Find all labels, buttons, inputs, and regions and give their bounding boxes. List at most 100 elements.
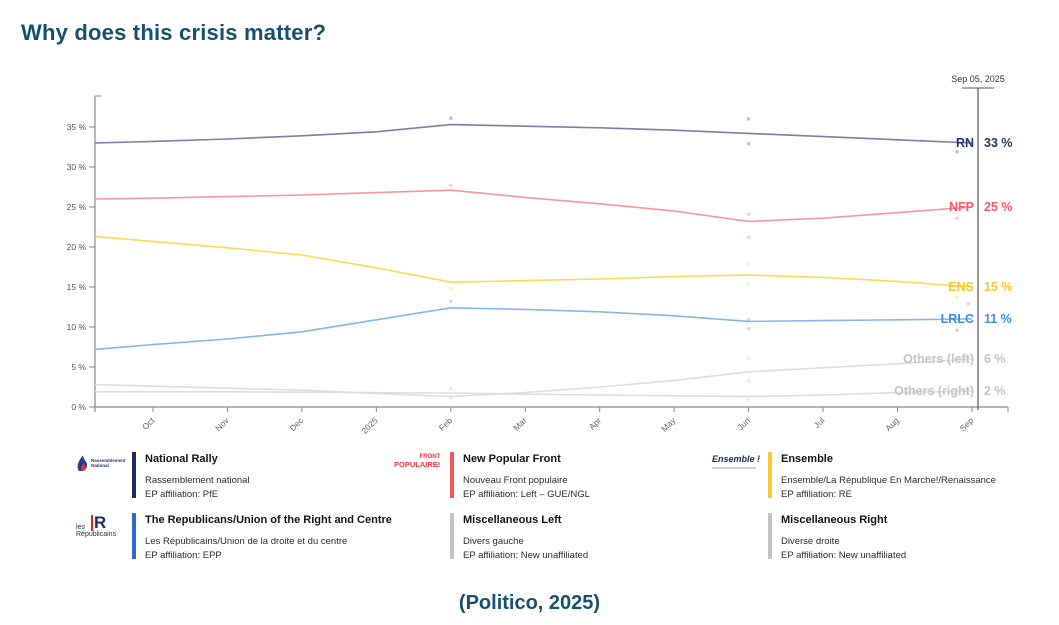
legend-subtitle: Les Républicains/Union de la droite et d… [145,536,348,547]
legend-title: The Republicans/Union of the Right and C… [145,514,392,526]
lr-logo-les: les [76,524,85,531]
series-label-ENS: ENS [948,280,974,294]
ensemble-logo-subline [712,467,756,469]
poll-dot [955,295,959,300]
series-value-LRLC: 11 % [984,312,1012,326]
legend-subtitle: Ensemble/La République En Marche!/Renais… [781,475,996,486]
legend-item-republicans: les R Républicains The Republicans/Union… [76,513,394,565]
x-tick-label: Oct [140,415,157,432]
lr-logo-r: R [91,514,109,531]
legend-subtitle: Rassemblement national [145,475,250,486]
poll-dot [449,183,453,188]
rn-party-logo: Rassemblement National [76,454,126,472]
poll-dot [746,378,751,383]
legend-subtitle: Diverse droite [781,536,840,547]
y-tick-label: 25 % [67,202,87,212]
x-tick-label: Dec [288,415,306,433]
ensemble-logo-text: Ensemble ! [712,454,761,464]
y-tick-label: 30 % [67,162,87,172]
poll-dot [746,212,751,216]
legend-title: Miscellaneous Right [781,514,888,526]
nfp-logo-text-line1: FRONT [419,454,441,460]
poll-of-polls-chart: 0 % 5 % 10 % 15 % 20 % 25 % 30 % 35 % Oct Nov Dec 2… [67,74,1013,436]
source-caption: (Politico, 2025) [458,592,601,614]
legend-affiliation: EP affiliation: RE [781,489,852,500]
x-tick-label: Feb [437,415,455,433]
x-tick-label: Mar [511,415,529,433]
series-label-Others (left): Others (left) [903,352,974,366]
x-tick-label: Nov [213,415,231,433]
date-marker-label: Sep 05, 2025 [951,74,1005,84]
poll-dot [746,235,751,240]
poll-dot [955,150,959,154]
legend-affiliation: EP affiliation: EPP [145,550,222,561]
series-label-NFP: NFP [949,200,974,214]
poll-dot [746,282,751,286]
legend-item-new-popular-front: FRONT POPULAIRE! New Popular Front Nouve… [394,452,712,504]
legend-color-bar-misc-left [450,513,454,559]
legend-color-bar-nfp [450,452,454,498]
x-tick-label: Jun [735,415,752,432]
series-value-ENS: 15 % [984,280,1013,294]
nfp-party-logo: FRONT POPULAIRE! [394,454,446,468]
legend-color-bar-misc-right [768,513,772,559]
legend-subtitle: Divers gauche [463,536,524,547]
legend-item-national-rally: Rassemblement National National Rally Ra… [76,452,394,504]
poll-dot [449,299,453,304]
x-tick-label: Apr [587,415,604,432]
trend-line-RN [94,123,973,144]
x-tick-label: Aug [883,415,901,433]
series-value-Others (left): 6 % [984,352,1006,366]
poll-dot [955,328,959,333]
y-tick-label: 10 % [67,322,87,332]
trend-line-ENS [94,235,973,288]
legend-affiliation: EP affiliation: PfE [145,489,219,500]
legend-title: Miscellaneous Left [463,514,562,526]
x-tick-label: May [659,415,678,434]
poll-dot [746,262,751,266]
legend-title: Ensemble [781,453,833,465]
poll-dot [746,398,751,402]
y-tick-label: 20 % [67,242,87,252]
series-value-Others (right): 2 % [984,384,1006,398]
ensemble-party-logo: Ensemble ! [712,454,766,469]
rn-logo-text-line1: Rassemblement [91,458,126,463]
lr-party-logo: les R Républicains [76,514,117,538]
trend-line-Others (left) [94,358,973,398]
poll-dot [955,216,959,220]
trend-line-LRLC [94,306,973,351]
y-tick-label: 5 % [71,362,86,372]
page-title: Why does this crisis matter? [21,20,327,45]
trend-line-Others (right) [95,390,973,398]
poll-dot [449,116,453,120]
legend-subtitle: Nouveau Front populaire [463,475,568,486]
party-legend: Rassemblement National National Rally Ra… [76,452,1036,565]
series-label-LRLC: LRLC [941,312,974,326]
legend-color-bar-ens [768,452,772,498]
series-label-RN: RN [956,136,974,150]
y-tick-label: 15 % [67,282,87,292]
legend-title: National Rally [145,453,218,465]
y-tick-label: 35 % [67,122,87,132]
poll-dot [966,302,971,306]
legend-item-misc-left: Miscellaneous Left Divers gauche EP affi… [394,513,712,565]
lr-logo-republicains: Républicains [76,531,117,538]
x-tick-label: Jul [812,415,827,430]
rn-flame-icon [77,455,88,471]
poll-dot [449,286,453,291]
legend-item-misc-right: Miscellaneous Right Diverse droite EP af… [712,513,1012,565]
legend-affiliation: EP affiliation: New unaffiliated [781,550,907,561]
poll-dot [746,142,751,146]
trend-line-NFP [94,189,973,223]
legend-affiliation: EP affiliation: Left – GUE/NGL [463,489,590,500]
legend-title: New Popular Front [463,453,561,465]
series-label-Others (right): Others (right) [894,384,974,398]
poll-dot [746,117,751,121]
legend-color-bar-lr [132,513,136,559]
x-tick-label: 2025 [359,415,380,436]
legend-affiliation: EP affiliation: New unaffiliated [463,550,589,561]
series-value-NFP: 25 % [984,200,1013,214]
y-tick-label: 0 % [71,402,86,412]
nfp-logo-text-line2: POPULAIRE! [394,460,441,469]
